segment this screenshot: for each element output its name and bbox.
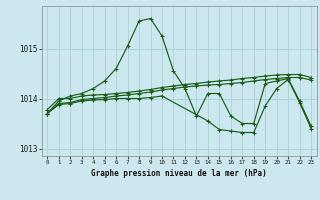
X-axis label: Graphe pression niveau de la mer (hPa): Graphe pression niveau de la mer (hPa) bbox=[91, 169, 267, 178]
